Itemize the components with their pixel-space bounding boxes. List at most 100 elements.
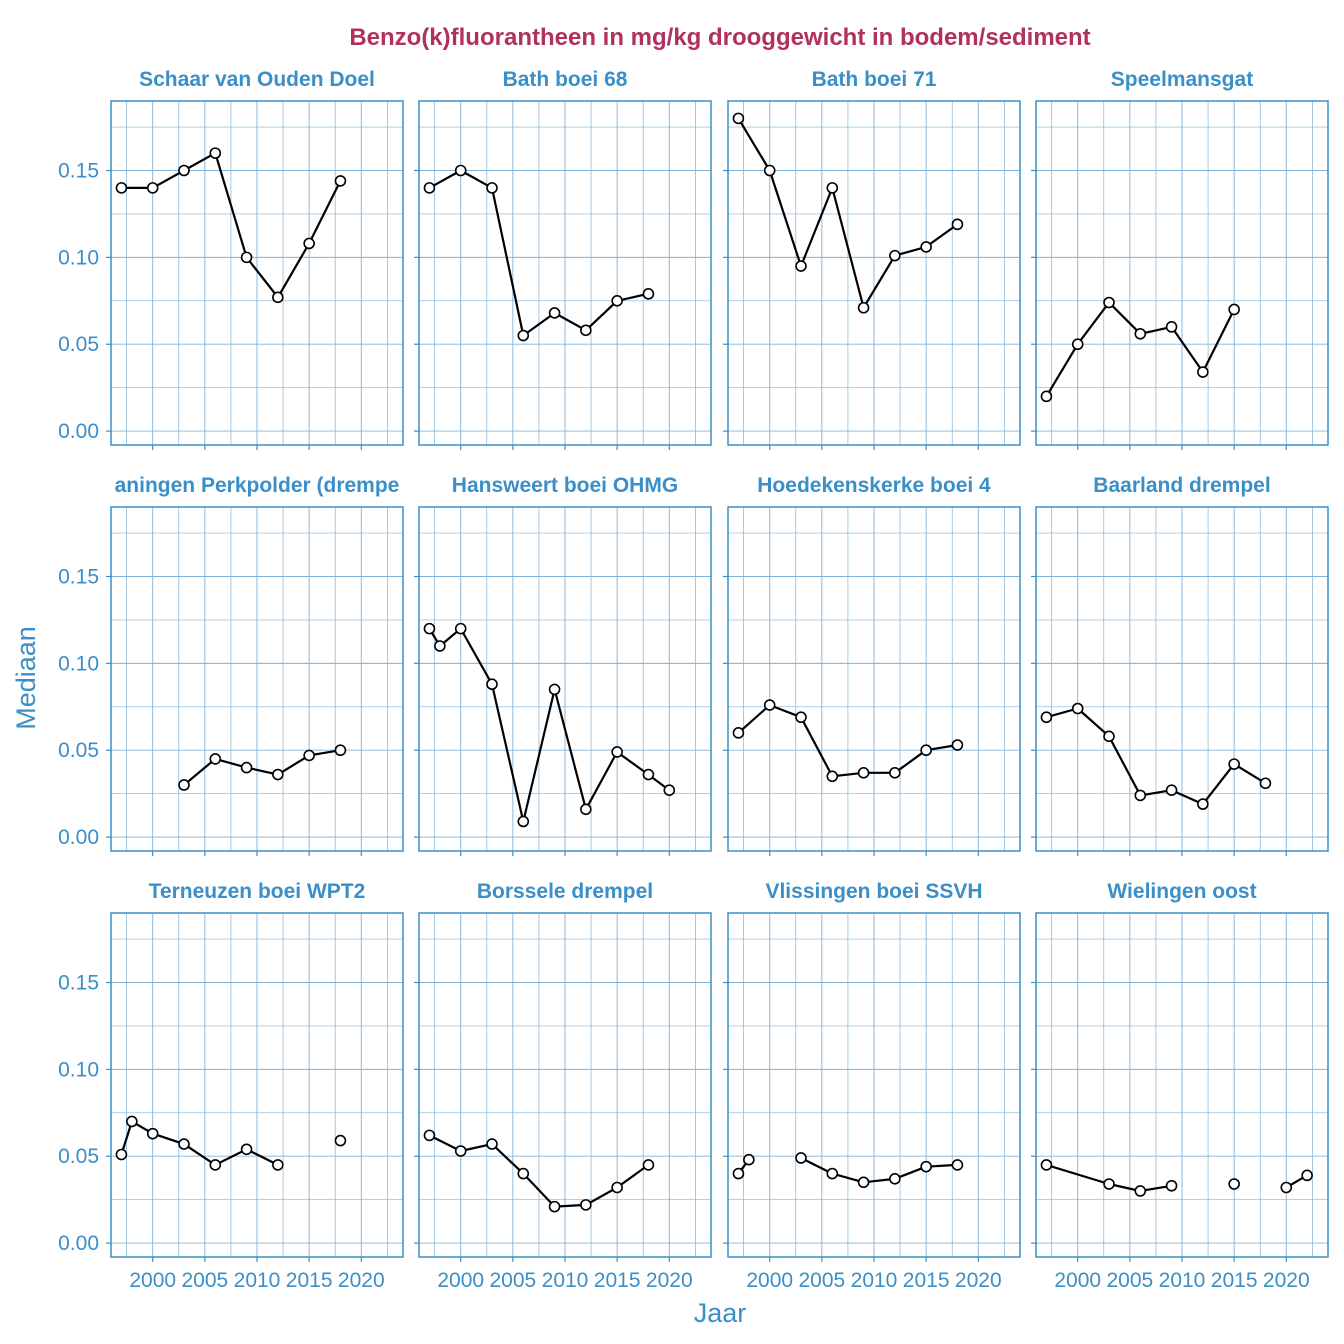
panel-bath-boei-71-data <box>732 112 964 314</box>
x-tick-label: 2020 <box>1263 1269 1310 1292</box>
panel-hansweert-boei-ohmg-strip-label: Hansweert boei OHMG <box>452 474 678 497</box>
data-point <box>548 307 561 319</box>
x-tick-label: 2000 <box>129 1269 176 1292</box>
data-point <box>1280 1181 1293 1194</box>
data-point <box>1134 1185 1147 1197</box>
data-point <box>1040 390 1053 403</box>
data-point <box>889 1173 901 1185</box>
data-point <box>434 640 446 652</box>
data-point <box>611 294 623 307</box>
chart-title: Benzo(k)fluorantheen in mg/kg drooggewic… <box>349 24 1090 51</box>
data-point <box>423 1129 436 1142</box>
panel-schaar-van-ouden-doel: Schaar van Ouden Doel 0.00 0.05 0.10 0.15 <box>58 68 404 450</box>
data-point <box>1165 1179 1178 1192</box>
data-point <box>663 784 676 796</box>
data-point <box>517 329 530 342</box>
x-tick-label: 2015 <box>286 1269 333 1292</box>
x-tick-label: 2015 <box>1211 1269 1258 1292</box>
y-axis-title: Mediaan <box>11 626 41 730</box>
data-point <box>240 1143 253 1156</box>
data-point <box>951 739 964 751</box>
x-tick-label: 2005 <box>798 1269 845 1292</box>
series-line <box>121 152 342 299</box>
data-point <box>1228 1178 1240 1190</box>
data-point <box>826 182 839 194</box>
panel-speelmansgat-data <box>1040 296 1240 403</box>
panel-wielingen-oost: Wielingen oost 2000 2005 2010 2015 2020 <box>1031 880 1329 1292</box>
data-point <box>611 1181 623 1194</box>
data-point <box>642 768 655 781</box>
data-point <box>115 1148 128 1161</box>
data-point <box>1165 784 1178 796</box>
x-tick-label: 2015 <box>903 1269 950 1292</box>
panel-baarland-drempel-data <box>1040 702 1272 810</box>
data-point <box>272 1159 284 1171</box>
series-line <box>1046 707 1266 806</box>
panel-aningen-perkpolder-drempe-data <box>178 744 347 791</box>
data-point <box>178 1138 190 1150</box>
panel-baarland-drempel: Baarland drempel <box>1031 474 1329 856</box>
data-point <box>1040 711 1053 724</box>
panel-wielingen-oost-strip-label: Wielingen oost <box>1107 880 1256 903</box>
data-point <box>795 1152 807 1164</box>
data-point <box>743 1153 755 1166</box>
panel-vlissingen-boei-ssvh-strip-label: Vlissingen boei SSVH <box>765 880 982 903</box>
data-point <box>763 164 776 177</box>
x-tick-label: 2010 <box>542 1269 589 1292</box>
panel-bath-boei-68: Bath boei 68 <box>414 68 712 450</box>
x-tick-label: 2005 <box>181 1269 228 1292</box>
x-tick-label: 2000 <box>437 1269 484 1292</box>
data-point <box>454 164 467 177</box>
data-point <box>1301 1169 1313 1182</box>
x-tick-label: 2015 <box>594 1269 641 1292</box>
data-point <box>763 699 776 711</box>
x-tick-label: 2010 <box>234 1269 281 1292</box>
series-line <box>428 169 649 337</box>
data-point <box>548 683 561 696</box>
data-point <box>642 1159 655 1171</box>
panel-hansweert-boei-ohmg: Hansweert boei OHMG <box>414 474 712 856</box>
data-point <box>1071 702 1084 715</box>
data-point <box>1228 303 1240 316</box>
data-point <box>486 182 498 194</box>
panel-terneuzen-boei-wpt2-data <box>115 1115 347 1171</box>
panel-speelmansgat-strip-label: Speelmansgat <box>1111 68 1253 91</box>
y-tick-label: 0.05 <box>58 333 99 356</box>
series-line <box>800 1157 958 1184</box>
data-point <box>951 1159 964 1171</box>
panels: Schaar van Ouden Doel 0.00 0.05 0.10 0.15 Bat… <box>58 68 1329 1292</box>
panel-borssele-drempel: Borssele drempel 2000 2005 2010 2015 2020 <box>414 880 712 1292</box>
panel-bath-boei-68-strip-label: Bath boei 68 <box>503 68 628 91</box>
panel-borssele-drempel-strip-label: Borssele drempel <box>477 880 653 903</box>
data-point <box>1040 1159 1053 1171</box>
data-point <box>454 622 467 635</box>
data-point <box>209 147 222 159</box>
data-point <box>1103 730 1115 743</box>
data-point <box>1134 789 1147 802</box>
x-tick-label: 2020 <box>338 1269 385 1292</box>
series-line <box>428 627 670 823</box>
x-tick-label: 2010 <box>851 1269 898 1292</box>
data-point <box>611 746 623 758</box>
x-axis-title: Jaar <box>694 1298 747 1328</box>
data-point <box>486 678 498 691</box>
series-line <box>1045 301 1236 397</box>
panel-bath-boei-71-strip-label: Bath boei 71 <box>812 68 937 91</box>
panel-bath-boei-71: Bath boei 71 <box>723 68 1021 450</box>
data-point <box>732 112 745 125</box>
data-point <box>920 241 932 253</box>
data-point <box>732 727 745 739</box>
data-point <box>548 1200 561 1213</box>
y-tick-label: 0.15 <box>58 159 99 182</box>
panel-speelmansgat: Speelmansgat <box>1031 68 1329 450</box>
data-point <box>486 1138 498 1150</box>
data-point <box>517 1167 530 1180</box>
data-point <box>209 753 222 765</box>
data-point <box>1134 328 1147 340</box>
data-point <box>920 1160 932 1173</box>
data-point <box>178 779 190 791</box>
data-point <box>826 1167 839 1180</box>
y-tick-label: 0.05 <box>58 739 99 762</box>
